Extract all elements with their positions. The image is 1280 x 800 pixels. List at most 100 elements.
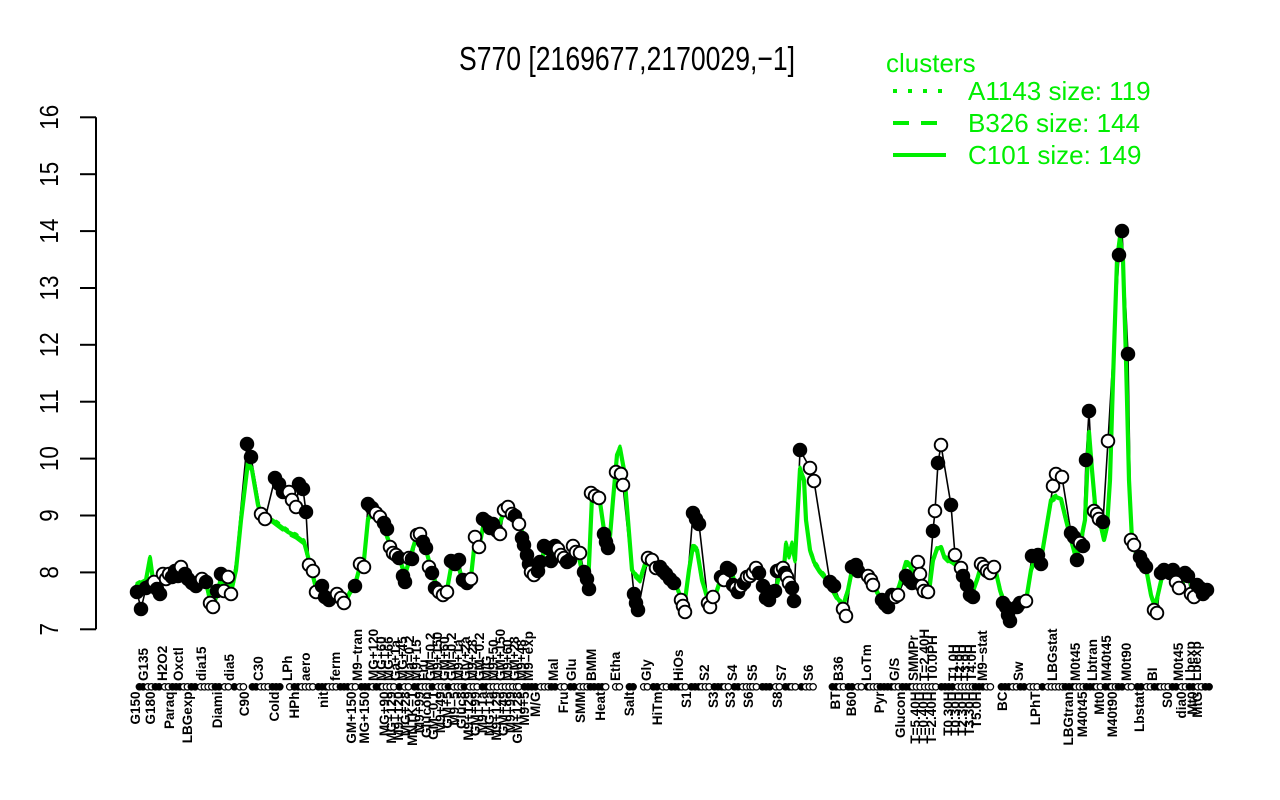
svg-text:M0t45: M0t45 (1068, 642, 1083, 681)
svg-text:G135: G135 (136, 647, 151, 681)
svg-text:T=2.40H: T=2.40H (924, 692, 939, 744)
svg-text:BC: BC (995, 691, 1010, 711)
svg-text:T=2.40H: T=2.40H (917, 629, 932, 681)
svg-text:LoTm: LoTm (859, 644, 874, 681)
svg-text:Heat: Heat (593, 691, 608, 721)
svg-text:M9+120: M9+120 (391, 692, 406, 741)
svg-text:dia5: dia5 (222, 653, 237, 681)
svg-text:S3: S3 (706, 691, 721, 708)
svg-text:Oxctl: Oxctl (171, 647, 186, 681)
svg-text:Sw: Sw (1011, 661, 1026, 681)
svg-text:GM=0.2: GM=0.2 (423, 633, 438, 681)
svg-text:Mal: Mal (546, 658, 561, 681)
svg-text:Gluc8: Gluc8 (454, 691, 469, 729)
svg-text:SMM: SMM (573, 692, 588, 724)
svg-text:S4: S4 (725, 664, 740, 681)
svg-text:GM+150: GM+150 (344, 692, 359, 744)
svg-text:15: 15 (34, 162, 64, 187)
svg-text:Fru: Fru (556, 692, 571, 714)
svg-text:nit: nit (316, 691, 331, 708)
svg-text:10: 10 (34, 446, 64, 471)
svg-text:Glucon: Glucon (893, 692, 908, 739)
svg-text:Gly+2a: Gly+2a (458, 636, 473, 681)
svg-text:C90: C90 (237, 692, 252, 717)
svg-text:LPh: LPh (280, 656, 295, 682)
svg-text:aero: aero (298, 652, 313, 681)
svg-text:M9+48: M9+48 (514, 639, 529, 681)
svg-text:M9+15: M9+15 (409, 639, 424, 681)
svg-text:HPh: HPh (287, 692, 302, 719)
svg-text:clusters: clusters (886, 48, 976, 78)
svg-text:11: 11 (34, 389, 64, 414)
svg-text:7: 7 (34, 623, 64, 636)
svg-text:S1: S1 (679, 691, 694, 708)
svg-text:Ga+1a: Ga+1a (388, 640, 403, 681)
svg-text:GM+128: GM+128 (510, 691, 525, 744)
svg-text:dia0: dia0 (1174, 692, 1189, 719)
svg-text:GM+49: GM+49 (496, 692, 511, 737)
svg-text:MG+60: MG+60 (374, 636, 389, 681)
svg-text:Etha: Etha (608, 651, 623, 681)
svg-text:Lbexp: Lbexp (1183, 641, 1198, 681)
svg-text:8: 8 (34, 566, 64, 579)
svg-text:M9+99: M9+99 (412, 692, 427, 734)
svg-text:M0t45: M0t45 (1171, 642, 1186, 681)
svg-text:Paraq: Paraq (162, 692, 177, 730)
svg-text:M9−exp: M9−exp (521, 631, 536, 681)
svg-text:13: 13 (34, 276, 64, 301)
svg-text:G150: G150 (128, 692, 143, 725)
svg-text:G180: G180 (143, 692, 158, 725)
svg-text:C30: C30 (251, 656, 266, 681)
svg-text:Lbtran: Lbtran (1085, 639, 1100, 681)
svg-text:M9+1a: M9+1a (451, 639, 466, 681)
svg-text:BT: BT (828, 691, 843, 710)
svg-text:M9+50: M9+50 (486, 639, 501, 681)
svg-text:T0.30H: T0.30H (948, 692, 963, 736)
svg-text:M/G: M/G (479, 656, 494, 682)
svg-text:Cold: Cold (267, 692, 282, 722)
svg-text:Salt: Salt (622, 691, 637, 716)
svg-text:GM+5: GM+5 (440, 691, 455, 729)
svg-text:MG+45: MG+45 (395, 636, 410, 681)
svg-text:M9+129: M9+129 (461, 692, 476, 741)
svg-text:T=5.40H: T=5.40H (908, 692, 923, 744)
svg-text:T1.0H: T1.0H (946, 644, 961, 681)
svg-text:T2.30H: T2.30H (955, 692, 970, 736)
svg-text:T0.0PH: T0.0PH (925, 635, 940, 681)
svg-text:T5.0H: T5.0H (969, 692, 984, 729)
svg-text:M9+49: M9+49 (433, 692, 448, 734)
svg-text:MG+90: MG+90 (377, 692, 392, 737)
svg-text:Pyr: Pyr (872, 691, 887, 714)
svg-text:T2.0H: T2.0H (952, 644, 967, 681)
svg-text:Diami: Diami (210, 692, 225, 729)
svg-text:LBGtran: LBGtran (1061, 692, 1076, 746)
svg-text:M9−5: M9−5 (447, 691, 462, 726)
svg-text:H2O2: H2O2 (155, 646, 170, 681)
svg-text:G/S: G/S (887, 658, 902, 681)
svg-text:M9+99: M9+99 (503, 692, 518, 734)
svg-text:M9+129: M9+129 (489, 692, 504, 741)
svg-text:MG+28: MG+28 (398, 691, 413, 736)
svg-text:BI: BI (1145, 668, 1160, 682)
svg-text:LBGstat: LBGstat (1045, 628, 1060, 681)
svg-text:LBGexp: LBGexp (180, 692, 195, 744)
svg-text:S8: S8 (770, 691, 785, 708)
svg-text:Fru: Fru (416, 659, 431, 681)
svg-text:M40t45: M40t45 (1075, 691, 1090, 737)
svg-text:T4.0H: T4.0H (964, 644, 979, 681)
svg-text:9: 9 (34, 509, 64, 522)
svg-text:GM+60: GM+60 (437, 636, 452, 681)
svg-text:GM+28: GM+28 (507, 636, 522, 681)
svg-text:GM=0.2: GM=0.2 (444, 633, 459, 681)
svg-text:Lbexp: Lbexp (1189, 641, 1204, 681)
svg-text:M9+150: M9+150 (430, 632, 445, 681)
svg-text:M0t90: M0t90 (1119, 643, 1134, 681)
svg-text:M9+60: M9+60 (500, 639, 515, 681)
svg-text:T3.30H: T3.30H (962, 692, 977, 736)
svg-text:B36: B36 (831, 656, 846, 681)
svg-text:MG+129: MG+129 (384, 692, 399, 744)
svg-text:S770 [2169677,2170029,−1]: S770 [2169677,2170029,−1] (459, 40, 795, 78)
svg-text:GM−0.2: GM−0.2 (472, 633, 487, 681)
svg-text:M40t45: M40t45 (1099, 635, 1114, 681)
svg-text:M9−stat: M9−stat (975, 630, 990, 681)
